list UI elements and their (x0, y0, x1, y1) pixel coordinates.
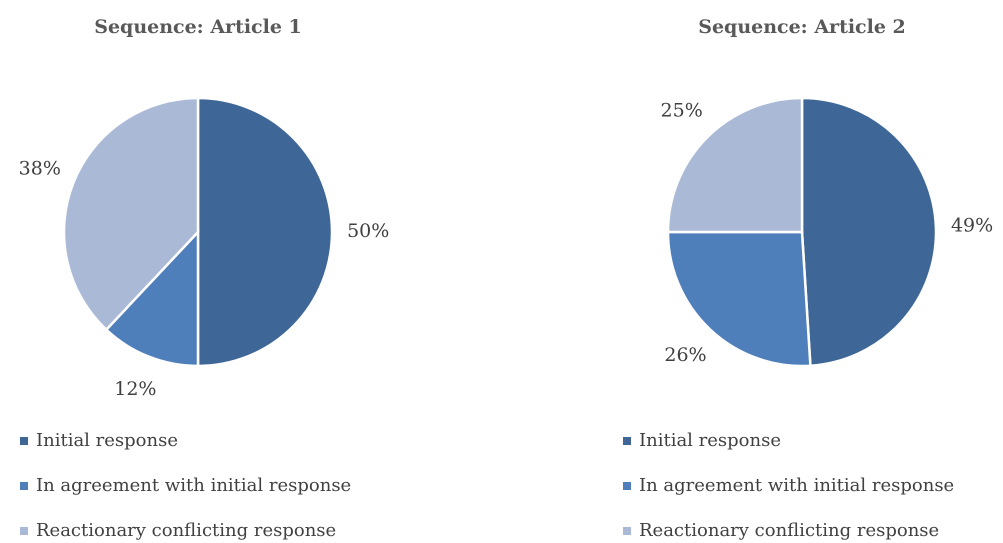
chart-title: Sequence: Article 2 (698, 16, 906, 38)
pie-slice (666, 96, 804, 234)
data-label: 25% (661, 100, 703, 122)
legend-swatch (20, 437, 28, 445)
legend-swatch (623, 482, 631, 490)
data-label: 12% (114, 378, 156, 400)
legend-swatch (623, 527, 631, 535)
pie-slice (666, 230, 812, 368)
pie-slice (104, 228, 200, 368)
legend-label: Initial response (639, 430, 781, 451)
chart-title: Sequence: Article 1 (94, 16, 302, 38)
data-label: 38% (19, 157, 61, 179)
pie-slice (62, 96, 200, 332)
pie-slice (800, 96, 938, 368)
legend-label: Initial response (36, 430, 178, 451)
legend-label: Reactionary conflicting response (36, 520, 336, 541)
data-label: 49% (951, 215, 993, 237)
data-label: 50% (347, 220, 389, 242)
legend-swatch (20, 527, 28, 535)
legend-swatch (20, 482, 28, 490)
legend-swatch (623, 437, 631, 445)
data-label: 26% (664, 344, 706, 366)
legend-label: In agreement with initial response (639, 475, 954, 496)
pie-slice (196, 96, 334, 368)
legend-label: Reactionary conflicting response (639, 520, 939, 541)
legend-label: In agreement with initial response (36, 475, 351, 496)
